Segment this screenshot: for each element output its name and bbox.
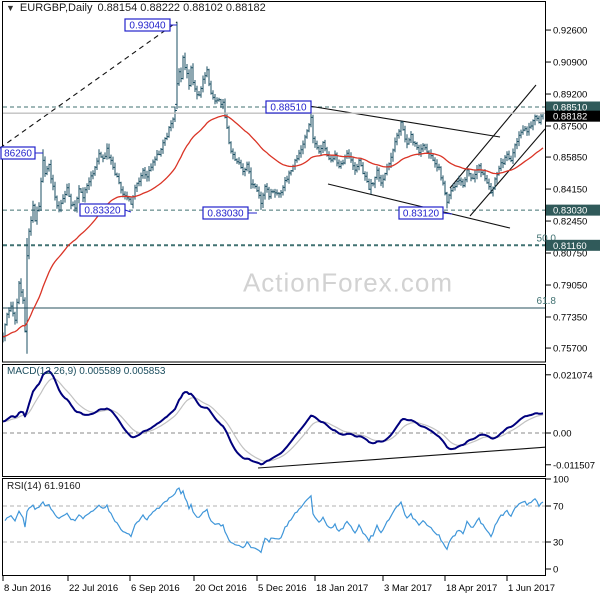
date-axis-label: 3 Mar 2017 [384,583,432,594]
date-axis-label: 20 Oct 2016 [195,583,247,594]
annotation-text: 0.83320 [84,206,121,217]
lower-falling-trendline[interactable] [327,183,511,229]
macd-line [3,370,544,466]
main-panel-border [2,1,546,363]
price-axis-highlight-label: 0.83030 [553,206,587,217]
date-axis-label: 8 Jun 2016 [4,583,51,594]
current-price-chip [546,110,600,122]
rsi-axis-label: 0 [553,565,558,576]
rsi-line [4,487,544,554]
price-axis-highlight [546,204,600,216]
collapse-toggle-icon[interactable]: ▼ [6,2,15,13]
price-axis-highlight [546,101,600,113]
price-annotation-0.83030[interactable]: 0.83030 [202,206,257,220]
price-annotation-0.83320[interactable]: 0.83320 [79,203,132,217]
annotation-text: 0.83030 [207,209,244,220]
rsi-axis-label: 70 [553,502,564,513]
macd-axis-label: 0.021074 [553,370,593,381]
macd-axis-label: 0.00 [553,429,572,440]
date-axis-label: 1 Jun 2017 [508,583,555,594]
price-axis-label: 0.79050 [553,281,587,292]
annotation-box[interactable] [0,146,36,160]
price-axis-highlight [546,239,600,251]
rsi-axis-label: 100 [553,475,569,486]
price-axis-label: 0.87500 [553,122,587,133]
upper-falling-trendline[interactable] [308,105,501,138]
date-axis-label: 6 Sep 2016 [131,583,180,594]
annotation-box[interactable] [265,100,312,114]
dashed-projection-line[interactable] [0,21,178,149]
macd-axis-label: -0.011507 [553,460,595,471]
current-price-chip-label: 0.88182 [553,112,587,123]
annotation-box[interactable] [79,203,126,217]
annotation-text: 0.88510 [270,103,307,114]
annotation-box[interactable] [124,18,171,32]
chart-title-bar: ▼ EURGBP,Daily 0.88154 0.88222 0.88102 0… [6,2,266,14]
ohlc-bars [3,21,545,354]
rising-channel-lower[interactable] [469,128,546,217]
fib-level-label: 50.0 [537,233,557,244]
price-annotation-0.88510[interactable]: 0.88510 [265,100,312,114]
annotation-text: 0.83120 [403,209,440,220]
date-axis-label: 18 Jan 2017 [316,583,368,594]
price-axis-highlight-label: 0.81160 [553,241,587,252]
price-axis-highlight-label: 0.88510 [553,103,587,114]
rising-channel-upper[interactable] [449,84,537,189]
price-annotation-0.93040[interactable]: 0.93040 [124,18,177,32]
fib-level-label: 61.8 [537,296,557,307]
date-axis-label: 18 Apr 2017 [446,583,497,594]
date-axis-label: 5 Dec 2016 [258,583,307,594]
watermark: ActionForex.com [242,267,454,298]
moving-average-line [3,114,544,338]
macd-indicator-label: MACD(12,26,9) 0.005589 0.005853 [7,366,166,377]
price-annotation-86260[interactable]: 86260 [0,146,43,160]
annotation-pointer [442,212,453,215]
price-axis-label: 0.85850 [553,153,587,164]
price-axis-label: 0.84150 [553,185,587,196]
price-axis-label: 0.80750 [553,249,587,260]
rsi-panel-border [2,478,546,576]
price-axis-label: 0.82450 [553,217,587,228]
price-axis-label: 0.89200 [553,90,587,101]
rsi-indicator-label: RSI(14) 61.9160 [7,481,81,492]
rsi-axis-label: 30 [553,538,564,549]
symbol-period-label: EURGBP,Daily [19,2,93,14]
price-annotation-0.83120[interactable]: 0.83120 [398,206,453,220]
annotation-pointer [124,209,132,213]
date-axis-label: 22 Jul 2016 [69,583,118,594]
price-axis-label: 0.90900 [553,58,587,69]
macd-signal-line [3,377,544,462]
price-axis-label: 0.77350 [553,313,587,324]
price-axis-label: 0.75700 [553,344,587,355]
ohlc-quote-label: 0.88154 0.88222 0.88102 0.88182 [97,2,266,14]
price-axis-label: 0.92600 [553,26,587,37]
macd-support-trendline[interactable] [257,446,548,469]
annotation-text: 86260 [4,149,32,160]
annotation-box[interactable] [398,206,444,220]
annotation-box[interactable] [202,206,249,220]
annotation-text: 0.93040 [129,21,166,32]
macd-panel-border [2,364,546,477]
